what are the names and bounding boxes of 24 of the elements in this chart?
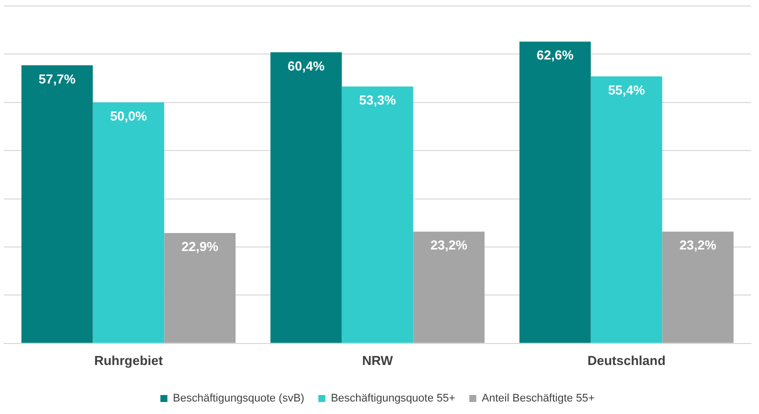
bar bbox=[270, 52, 342, 343]
data-label: 50,0% bbox=[110, 108, 148, 124]
bar bbox=[92, 102, 164, 343]
bar bbox=[413, 232, 485, 343]
data-label: 23,2% bbox=[430, 238, 468, 253]
bar bbox=[164, 233, 236, 343]
data-label: 62,6% bbox=[536, 48, 574, 63]
bar bbox=[519, 42, 591, 343]
data-label: 60,4% bbox=[288, 58, 325, 74]
data-label: 55,4% bbox=[608, 82, 646, 98]
x-tick-label: NRW bbox=[362, 352, 394, 368]
data-label: 23,2% bbox=[679, 238, 717, 253]
legend-label: Beschäftigungsquote 55+ bbox=[330, 392, 456, 405]
legend-label: Beschäftigungsquote (svB) bbox=[172, 392, 304, 405]
data-label: 53,3% bbox=[359, 92, 396, 108]
data-label: 57,7% bbox=[38, 71, 76, 86]
data-label: 22,9% bbox=[181, 239, 219, 254]
bar bbox=[342, 86, 414, 343]
x-tick-label: Deutschland bbox=[587, 352, 666, 368]
legend-label: Anteil Beschäftigte 55+ bbox=[482, 392, 595, 405]
bar bbox=[590, 76, 662, 343]
bar bbox=[662, 232, 734, 343]
bar bbox=[21, 65, 93, 343]
x-tick-label: Ruhrgebiet bbox=[94, 352, 164, 368]
